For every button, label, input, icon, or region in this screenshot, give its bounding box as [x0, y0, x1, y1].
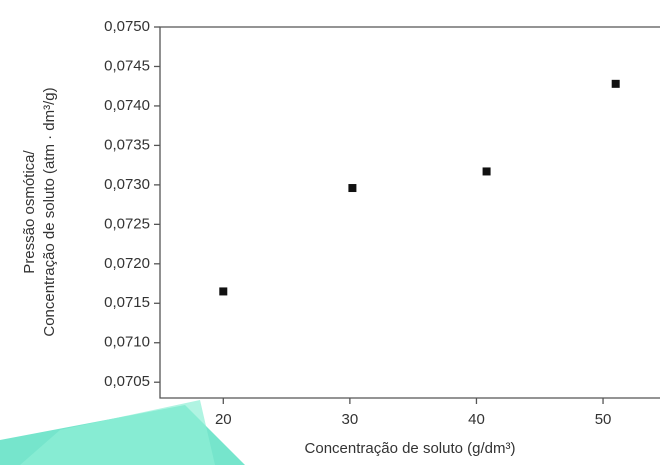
- y-tick-label: 0,0705: [104, 373, 150, 390]
- y-tick-label: 0,0715: [104, 294, 150, 311]
- point: [219, 287, 228, 296]
- point: [482, 167, 491, 176]
- y-tick-label: 0,0725: [104, 215, 150, 232]
- y-tick-label: 0,0735: [104, 136, 150, 153]
- y-axis-label: Pressão osmótica/: [21, 149, 38, 273]
- y-tick-label: 0,0745: [104, 57, 150, 74]
- y-axis-label: Concentração de soluto (atm · dm³/g): [41, 87, 58, 336]
- x-tick-label: 30: [342, 411, 359, 428]
- point: [611, 79, 620, 88]
- y-tick-label: 0,0740: [104, 97, 150, 114]
- y-tick-label: 0,0720: [104, 255, 150, 272]
- axis-frame: [159, 26, 660, 399]
- x-axis-label: Concentração de soluto (g/dm³): [305, 440, 516, 457]
- y-tick-label: 0,0750: [104, 18, 150, 35]
- x-tick-label: 50: [595, 411, 612, 428]
- point: [348, 184, 357, 193]
- y-tick-label: 0,0710: [104, 334, 150, 351]
- decoration: [20, 400, 215, 465]
- y-tick-label: 0,0730: [104, 176, 150, 193]
- x-tick-label: 20: [215, 411, 232, 428]
- x-tick-label: 40: [468, 411, 485, 428]
